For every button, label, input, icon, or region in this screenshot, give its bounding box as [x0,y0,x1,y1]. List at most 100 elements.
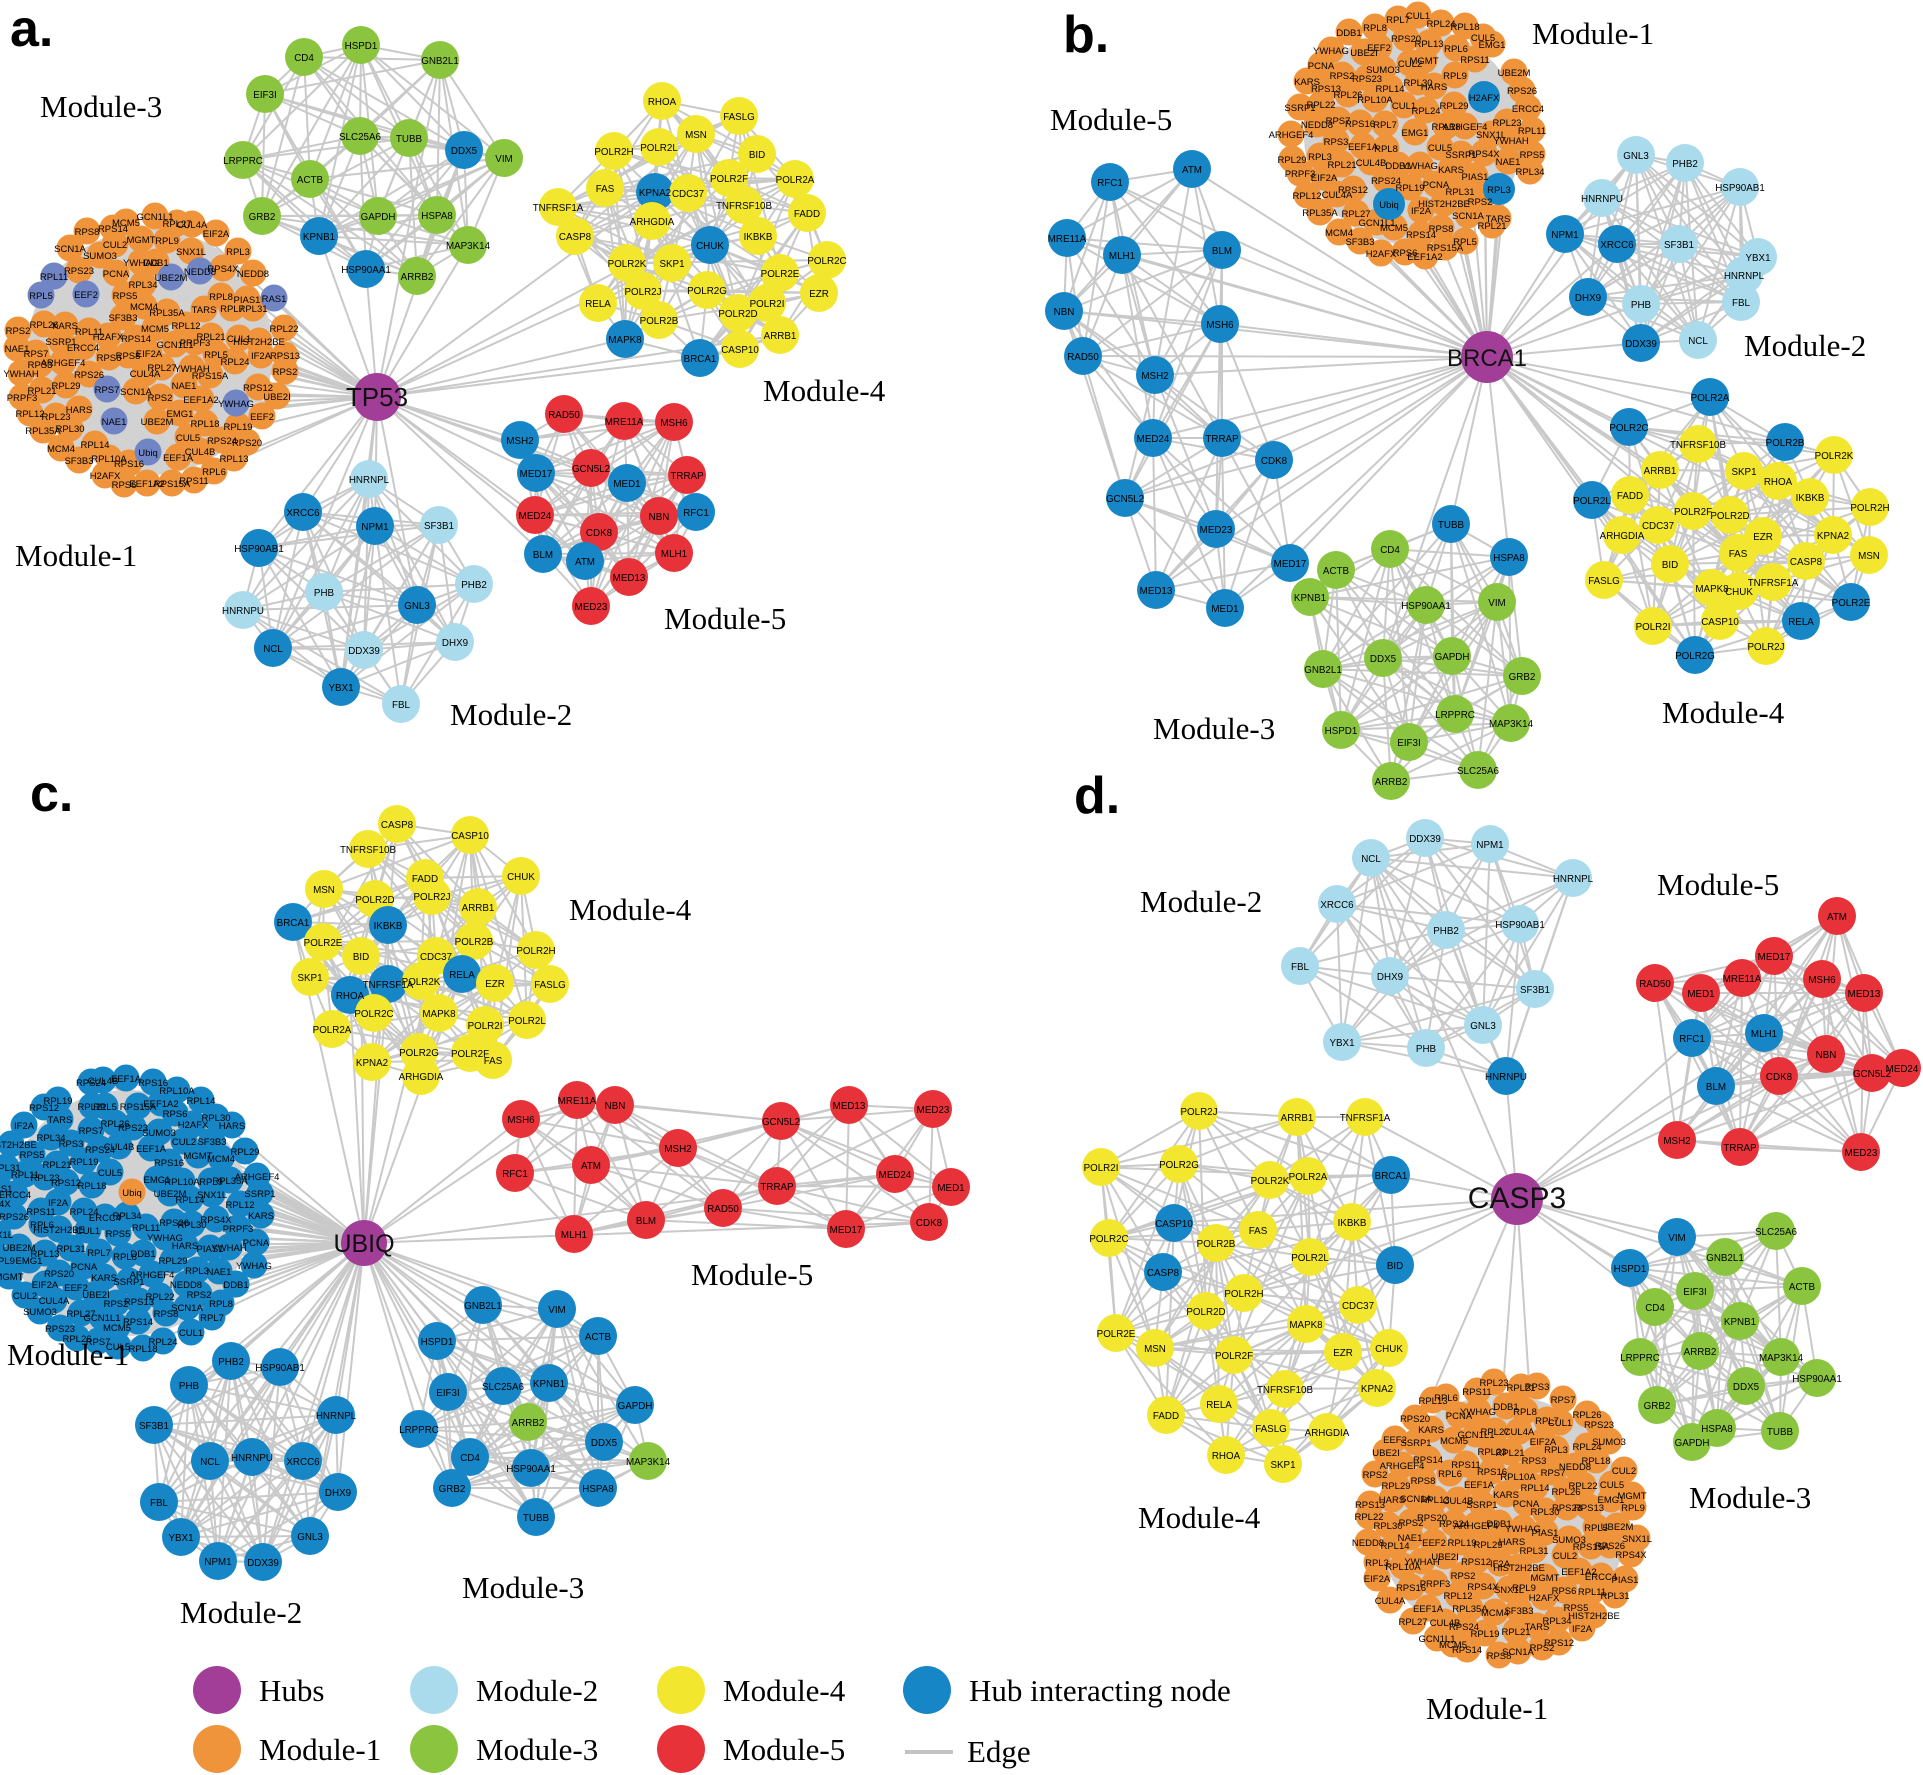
svg-text:IF2A: IF2A [14,1121,35,1132]
svg-text:RPS7: RPS7 [95,385,120,396]
svg-text:HARS: HARS [1499,1537,1525,1548]
svg-text:PIAS1: PIAS1 [1612,1575,1639,1586]
svg-text:POLR2H: POLR2H [1850,503,1889,514]
svg-text:MED13: MED13 [1140,586,1173,597]
svg-text:RPL24: RPL24 [220,357,249,368]
svg-text:PHB: PHB [1416,1044,1437,1055]
svg-text:RPS24: RPS24 [85,1145,115,1156]
svg-text:RPL6: RPL6 [1438,1469,1462,1480]
svg-text:CD4: CD4 [460,1453,480,1464]
svg-text:RPS15A: RPS15A [1573,1542,1610,1553]
svg-text:RPS12: RPS12 [1461,1557,1491,1568]
svg-text:POLR2F: POLR2F [1674,507,1712,518]
svg-text:ARRB2: ARRB2 [401,272,434,283]
svg-text:SKP1: SKP1 [1270,1460,1295,1471]
svg-text:NPM1: NPM1 [1551,230,1578,241]
svg-text:RPL30: RPL30 [1373,1521,1402,1532]
svg-text:UBE2M: UBE2M [141,417,174,428]
svg-text:Edge: Edge [967,1734,1031,1769]
svg-text:IF2A: IF2A [251,351,272,362]
svg-text:RPL29: RPL29 [51,381,80,392]
svg-text:FAS: FAS [484,1056,503,1067]
svg-text:RPL31: RPL31 [0,1163,21,1174]
svg-text:SNX1L: SNX1L [1622,1534,1652,1545]
svg-text:EZR: EZR [1333,1348,1353,1359]
svg-text:SF3B1: SF3B1 [139,1421,169,1432]
svg-text:IKBKB: IKBKB [1338,1218,1367,1229]
svg-text:HNRNPU: HNRNPU [1581,194,1623,205]
svg-text:ARHGEF4: ARHGEF4 [130,1270,175,1281]
svg-text:IF2A: IF2A [1411,206,1432,217]
svg-text:UBE2M: UBE2M [154,1189,187,1200]
svg-text:RPS14: RPS14 [1406,230,1436,241]
svg-text:ARHGEF4: ARHGEF4 [235,1172,280,1183]
svg-text:SLC25A6: SLC25A6 [1457,766,1499,777]
svg-text:Hub interacting node: Hub interacting node [969,1673,1231,1708]
svg-text:POLR2K: POLR2K [608,259,647,270]
svg-text:RPS5: RPS5 [1564,1603,1589,1614]
svg-text:RPL6: RPL6 [202,467,226,478]
svg-text:RPL19: RPL19 [1447,1538,1476,1549]
svg-text:SNX1L: SNX1L [197,1190,227,1201]
svg-text:POLR2D: POLR2D [355,895,394,906]
svg-text:RPL31: RPL31 [1445,187,1474,198]
svg-text:PHB: PHB [314,588,335,599]
svg-text:RPL10A: RPL10A [1500,1472,1536,1483]
svg-text:MSH2: MSH2 [664,1144,691,1155]
svg-text:NAE1: NAE1 [1496,157,1521,168]
svg-text:FASLG: FASLG [534,980,566,991]
svg-text:MED13: MED13 [1848,989,1881,1000]
svg-text:BRCA1: BRCA1 [1447,345,1527,372]
svg-text:KARS: KARS [1438,165,1464,176]
svg-text:PIAS1: PIAS1 [0,1184,12,1195]
svg-text:RPL23: RPL23 [1477,1447,1506,1458]
svg-text:MAP3K14: MAP3K14 [626,1457,671,1468]
svg-text:FASLG: FASLG [1255,1424,1287,1435]
svg-text:EEF1A2: EEF1A2 [129,479,164,490]
svg-text:RPL34: RPL34 [36,1133,65,1144]
svg-text:CASP8: CASP8 [1147,1268,1180,1279]
svg-text:RHOA: RHOA [648,97,677,108]
svg-text:MED17: MED17 [830,1225,863,1236]
svg-text:HSPA8: HSPA8 [421,211,453,222]
svg-text:CASP10: CASP10 [1701,617,1739,628]
svg-text:SSRP1: SSRP1 [1445,150,1476,161]
svg-text:RPL19: RPL19 [43,1096,72,1107]
svg-text:Module-3: Module-3 [476,1732,598,1767]
svg-text:RPS7: RPS7 [24,349,49,360]
svg-text:RPL7: RPL7 [1373,120,1397,131]
svg-text:HNRNPL: HNRNPL [349,475,390,486]
svg-text:MCM5: MCM5 [141,324,169,335]
svg-text:CUL4A: CUL4A [39,1296,70,1307]
svg-text:HIST2H2BE: HIST2H2BE [33,1225,85,1236]
svg-text:CASP8: CASP8 [381,820,414,831]
svg-text:RPS23: RPS23 [64,266,94,277]
svg-text:KPNB1: KPNB1 [533,1379,565,1390]
svg-text:KARS: KARS [52,321,78,332]
svg-text:MCM5: MCM5 [103,1323,131,1334]
svg-text:RPL26: RPL26 [1333,90,1362,101]
svg-text:MRE11A: MRE11A [1723,974,1762,985]
svg-text:EEF1A2: EEF1A2 [183,395,218,406]
svg-text:RPL30: RPL30 [1403,78,1432,89]
svg-text:CUL1: CUL1 [227,334,251,345]
svg-text:RPS13: RPS13 [1574,1503,1604,1514]
svg-text:POLR2F: POLR2F [710,174,748,185]
svg-text:HNRNPU: HNRNPU [231,1453,273,1464]
svg-text:LRPPRC: LRPPRC [1435,710,1475,721]
svg-text:SUMO3: SUMO3 [1592,1437,1626,1448]
svg-text:FBL: FBL [1732,298,1751,309]
svg-text:RPL14: RPL14 [1375,84,1404,95]
svg-text:SNX1L: SNX1L [1476,130,1506,141]
svg-text:UBE2I: UBE2I [1431,1552,1458,1563]
svg-text:H2AFX: H2AFX [178,1120,209,1131]
svg-text:DDX5: DDX5 [591,1438,618,1449]
svg-text:MSN: MSN [313,885,335,896]
svg-text:KPNB1: KPNB1 [1724,1317,1756,1328]
svg-text:GAPDH: GAPDH [1675,1438,1710,1449]
svg-text:RPS15A: RPS15A [192,371,229,382]
svg-text:ATM: ATM [575,557,595,568]
svg-text:CUL4A: CUL4A [1322,190,1353,201]
svg-text:HSPD1: HSPD1 [1325,726,1358,737]
svg-text:IF2A: IF2A [1572,1624,1593,1635]
